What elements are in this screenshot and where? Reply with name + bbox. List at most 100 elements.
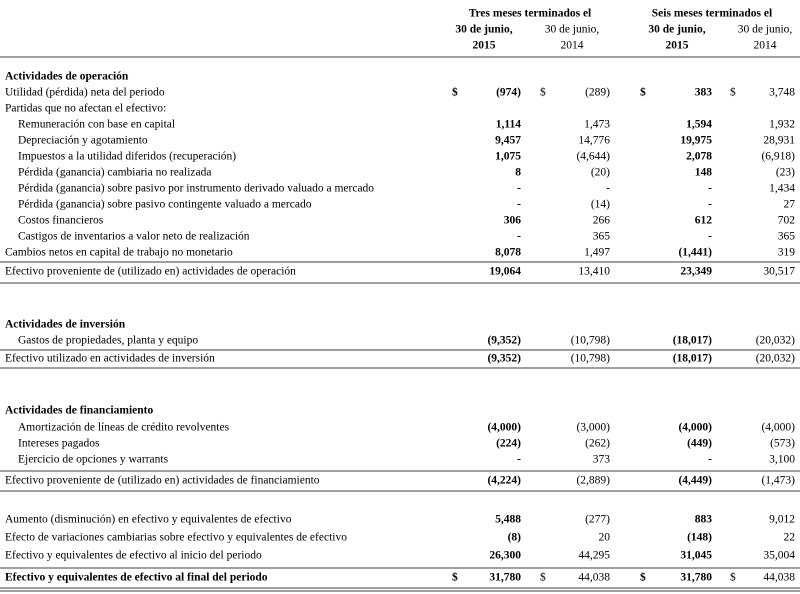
cell-value: 9,457 bbox=[495, 135, 521, 147]
cell-value: 1,075 bbox=[495, 151, 521, 163]
cell-value: 1,114 bbox=[496, 119, 521, 131]
cell-value: (262) bbox=[585, 438, 610, 450]
cell-value: - bbox=[708, 231, 712, 243]
cell-value: (20) bbox=[591, 167, 610, 179]
cell-value: 31,780 bbox=[489, 572, 521, 584]
cell-value: 702 bbox=[778, 215, 796, 227]
cell-value: 44,295 bbox=[578, 550, 610, 562]
row-label: Remuneración con base en capital bbox=[18, 119, 175, 131]
cell-value: 306 bbox=[504, 215, 522, 227]
cell-value: 8 bbox=[515, 167, 521, 179]
cell-value: - bbox=[708, 199, 712, 211]
cell-value: 44,038 bbox=[763, 572, 795, 584]
row-label: Efectivo y equivalentes de efectivo al i… bbox=[5, 550, 262, 562]
cell-value: 5,488 bbox=[495, 514, 521, 526]
row-label: Efectivo proveniente de (utilizado en) a… bbox=[5, 475, 320, 487]
currency-sign: $ bbox=[730, 86, 736, 99]
cell-value: (4,224) bbox=[487, 475, 521, 487]
cell-value: (3,000) bbox=[576, 422, 610, 434]
cell-value: - bbox=[517, 199, 521, 211]
row-label: Efecto de variaciones cambiarias sobre e… bbox=[5, 532, 347, 544]
cell-value: - bbox=[708, 183, 712, 195]
column-header: 2014 bbox=[754, 40, 777, 52]
cell-value: 14,776 bbox=[578, 135, 610, 147]
column-header: 30 de junio, bbox=[648, 24, 705, 36]
cell-value: (18,017) bbox=[673, 335, 712, 347]
cell-value: 27 bbox=[784, 199, 796, 211]
row-label: Pérdida (ganancia) sobre pasivo continge… bbox=[18, 199, 312, 211]
cell-value: (573) bbox=[770, 438, 795, 450]
cell-value: 1,594 bbox=[686, 119, 712, 131]
cell-value: (2,889) bbox=[576, 475, 610, 487]
cell-value: (4,000) bbox=[678, 422, 712, 434]
cell-value: 612 bbox=[695, 215, 713, 227]
column-header: 30 de junio, bbox=[455, 24, 512, 36]
row-label: Gastos de propiedades, planta y equipo bbox=[18, 335, 198, 347]
column-header: 2015 bbox=[666, 40, 689, 52]
cell-value: 23,349 bbox=[680, 266, 712, 278]
cell-value: 365 bbox=[593, 231, 611, 243]
cell-value: (4,000) bbox=[487, 422, 521, 434]
row-label: Efectivo y equivalentes de efectivo al f… bbox=[5, 572, 268, 584]
cell-value: (148) bbox=[687, 532, 712, 544]
cell-value: (14) bbox=[591, 199, 610, 211]
cell-value: 2,078 bbox=[686, 151, 712, 163]
cell-value: 365 bbox=[778, 231, 796, 243]
cell-value: - bbox=[517, 454, 521, 466]
column-header: 2015 bbox=[473, 40, 496, 52]
cell-value: (6,918) bbox=[761, 151, 795, 163]
currency-sign: $ bbox=[730, 571, 736, 584]
cell-value: 9,012 bbox=[769, 514, 795, 526]
row-label: Impuestos a la utilidad diferidos (recup… bbox=[18, 151, 236, 163]
cell-value: 883 bbox=[695, 514, 713, 526]
row-label: Partidas que no afectan el efectivo: bbox=[5, 103, 166, 115]
column-header: 30 de junio, bbox=[738, 24, 793, 36]
cell-value: 266 bbox=[593, 215, 611, 227]
row-label: Actividades de inversión bbox=[5, 319, 126, 331]
row-label: Costos financieros bbox=[18, 215, 104, 227]
currency-sign: $ bbox=[540, 86, 546, 99]
cell-value: 1,932 bbox=[769, 119, 795, 131]
cell-value: (18,017) bbox=[673, 353, 712, 365]
row-label: Pérdida (ganancia) cambiaria no realizad… bbox=[18, 167, 211, 179]
cell-value: (23) bbox=[776, 167, 795, 179]
cell-value: 26,300 bbox=[489, 550, 521, 562]
cell-value: 8,078 bbox=[495, 247, 521, 259]
row-label: Cambios netos en capital de trabajo no m… bbox=[5, 247, 233, 259]
row-label: Efectivo utilizado en actividades de inv… bbox=[5, 353, 215, 365]
row-label: Pérdida (ganancia) sobre pasivo por inst… bbox=[18, 183, 374, 195]
currency-sign: $ bbox=[452, 571, 458, 584]
cell-value: 1,473 bbox=[584, 119, 610, 131]
row-label: Amortización de líneas de crédito revolv… bbox=[18, 422, 230, 434]
cell-value: (4,000) bbox=[761, 422, 795, 434]
cell-value: (20,032) bbox=[756, 335, 795, 347]
cell-value: 19,064 bbox=[489, 266, 521, 278]
cell-value: 22 bbox=[784, 532, 796, 544]
cell-value: 13,410 bbox=[578, 266, 610, 278]
cell-value: 20 bbox=[599, 532, 611, 544]
column-group-title: Tres meses terminados el bbox=[469, 8, 592, 20]
cell-value: (289) bbox=[585, 87, 610, 99]
row-label: Intereses pagados bbox=[18, 438, 100, 450]
cell-value: 28,931 bbox=[763, 135, 795, 147]
row-label: Efectivo proveniente de (utilizado en) a… bbox=[5, 266, 296, 278]
cell-value: 19,975 bbox=[680, 135, 712, 147]
cell-value: (449) bbox=[687, 438, 712, 450]
cell-value: - bbox=[517, 231, 521, 243]
cell-value: 1,497 bbox=[584, 247, 610, 259]
cell-value: - bbox=[517, 183, 521, 195]
cell-value: 373 bbox=[593, 454, 611, 466]
cell-value: - bbox=[708, 454, 712, 466]
cell-value: (4,644) bbox=[576, 151, 610, 163]
column-header: 30 de junio, bbox=[545, 24, 600, 36]
currency-sign: $ bbox=[452, 86, 458, 99]
cell-value: (8) bbox=[508, 532, 522, 544]
cell-value: (1,441) bbox=[678, 247, 712, 259]
row-label: Depreciación y agotamiento bbox=[18, 135, 148, 147]
row-label: Actividades de financiamiento bbox=[5, 405, 153, 417]
column-header: 2014 bbox=[561, 40, 584, 52]
cell-value: 31,780 bbox=[680, 572, 712, 584]
cell-value: (9,352) bbox=[487, 353, 521, 365]
cell-value: - bbox=[606, 183, 610, 195]
